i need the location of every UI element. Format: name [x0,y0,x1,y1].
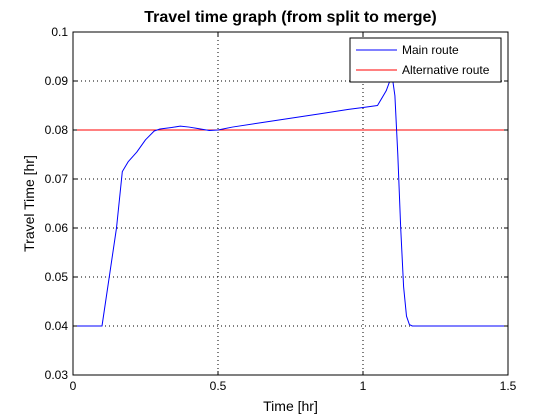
legend-box [349,37,502,83]
x-axis-label: Time [hr] [263,398,318,414]
x-tick-label: 0.5 [210,379,227,393]
y-tick-label: 0.06 [45,221,69,235]
x-tick-label: 1.5 [500,379,517,393]
axis-ticks: 0 0.5 1 1.5 0.03 0.04 0.05 0.06 0.07 0.08 0.09 0.1 [45,25,517,393]
y-tick-label: 0.03 [45,368,69,382]
y-tick-label: 0.09 [45,74,69,88]
y-tick-label: 0.08 [45,123,69,137]
x-tick-label: 0 [70,379,77,393]
y-tick-label: 0.1 [51,25,68,39]
y-tick-label: 0.04 [45,319,69,333]
y-tick-label: 0.07 [45,172,69,186]
legend-label-main-route: Main route [402,43,459,57]
plot-frame [72,31,509,376]
x-tick-label: 1 [360,379,367,393]
plot-area [73,32,508,375]
y-tick-label: 0.05 [45,270,69,284]
series-line-main-route [73,74,508,327]
series-layer [73,74,508,327]
y-axis-label: Travel Time [hr] [21,155,37,252]
legend-label-alternative-route: Alternative route [402,63,490,77]
chart-title: Travel time graph (from split to merge) [144,9,437,26]
legend: Main route Alternative route [349,37,502,83]
